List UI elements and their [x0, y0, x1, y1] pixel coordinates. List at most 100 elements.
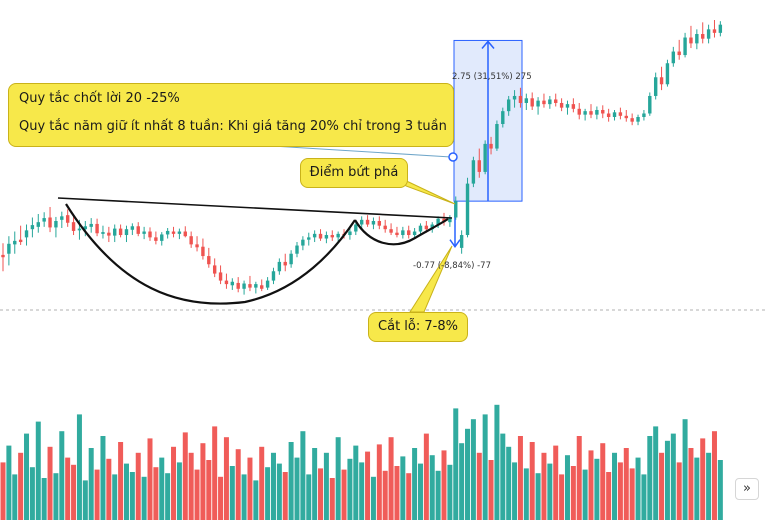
volume-bar: [412, 448, 418, 520]
candles: [1, 20, 723, 295]
measure-up-label: 2.75 (31,51%) 275: [452, 72, 532, 82]
candle-body: [501, 111, 505, 125]
candle-body: [642, 113, 646, 117]
candle-body: [718, 24, 723, 33]
candle-body: [283, 261, 287, 266]
candle-body: [1, 254, 5, 258]
volume-bar: [382, 470, 388, 520]
volume-bar: [717, 460, 723, 520]
volume-bar: [453, 408, 459, 520]
volume-bar: [218, 476, 224, 520]
candle-body: [348, 231, 352, 236]
breakout-annotation[interactable]: Điểm bứt phá: [300, 158, 408, 188]
volume-bar: [88, 448, 94, 520]
candle-body: [118, 228, 123, 236]
rules-annotation[interactable]: Quy tắc chốt lời 20 -25% Quy tắc năm giữ…: [8, 83, 454, 147]
volume-bar: [694, 457, 700, 520]
volume-bar: [129, 472, 135, 520]
volume-bar: [259, 446, 265, 520]
candle-body: [165, 230, 170, 235]
candle-body: [401, 230, 405, 236]
volume-bar: [200, 443, 206, 520]
volume-bar: [612, 452, 618, 520]
volume-bar: [576, 436, 582, 520]
volume-bar: [306, 474, 312, 520]
resistance-line: [57, 197, 453, 219]
scroll-to-realtime-button[interactable]: »: [735, 478, 759, 500]
volume-bar: [606, 472, 612, 520]
candle-body: [554, 99, 558, 103]
volume-bar: [41, 478, 47, 520]
volume-bar: [635, 457, 641, 520]
candle-body: [277, 261, 282, 272]
candle-body: [336, 233, 340, 238]
candle-body: [706, 29, 711, 39]
candle-body: [612, 112, 617, 117]
volume-bar: [59, 431, 65, 520]
candle-body: [30, 225, 35, 230]
candle-body: [54, 221, 58, 228]
candle-body: [389, 229, 393, 233]
volume-bar: [329, 478, 335, 520]
candle-body: [224, 280, 229, 285]
candle-body: [207, 256, 211, 265]
candle-body: [454, 201, 458, 218]
volume-bar: [417, 463, 423, 520]
volume-bar: [447, 464, 453, 520]
candle-body: [683, 37, 687, 56]
candle-body: [254, 284, 258, 288]
volume-bar: [647, 436, 653, 520]
candle-body: [677, 51, 681, 56]
stop-loss-pointer: [409, 245, 453, 313]
volume-bar: [641, 474, 647, 520]
candle-body: [307, 237, 311, 240]
volume-bar: [112, 474, 118, 520]
volume-bar: [153, 467, 159, 520]
rule-take-profit: Quy tắc chốt lời 20 -25%: [19, 91, 180, 106]
candle-body: [671, 51, 676, 64]
volume-bar: [300, 431, 306, 520]
candle-body: [142, 231, 146, 234]
volume-bar: [570, 466, 576, 520]
volume-bar: [541, 452, 547, 520]
volume-bar: [100, 436, 106, 520]
candle-body: [577, 108, 581, 115]
volume-bar: [700, 438, 706, 520]
volume-bar: [135, 452, 141, 520]
volume-bar: [294, 457, 300, 520]
candle-body: [7, 243, 11, 254]
volume-bar: [206, 460, 212, 520]
volume-bar: [594, 458, 600, 520]
volume-bar: [535, 473, 541, 520]
candle-body: [48, 217, 52, 228]
candle-body: [648, 95, 652, 114]
candle-body: [571, 104, 576, 109]
price-measure-tool[interactable]: [449, 39, 523, 249]
volume-bar: [18, 452, 24, 520]
candle-body: [130, 226, 135, 230]
candle-body: [189, 236, 193, 245]
candle-body: [407, 230, 411, 236]
candle-body: [65, 215, 70, 223]
volume-bar: [617, 462, 623, 520]
volume-bar: [482, 414, 488, 520]
volume-bar: [223, 437, 229, 520]
candle-body: [60, 216, 64, 220]
candle-body: [489, 143, 493, 149]
volume-bar: [94, 469, 100, 520]
candle-body: [301, 239, 305, 246]
volume-bar: [506, 446, 512, 520]
volume-bar: [470, 419, 476, 520]
volume-bar: [711, 431, 717, 520]
stop-loss-annotation[interactable]: Cắt lỗ: 7-8%: [368, 312, 468, 342]
volume-bar: [106, 458, 112, 520]
candle-body: [24, 230, 29, 238]
volume-bar: [270, 452, 276, 520]
volume-bar: [53, 473, 59, 520]
candle-body: [154, 237, 158, 241]
volume-bar: [365, 451, 371, 520]
candle-body: [383, 225, 387, 230]
volume-bar: [512, 462, 518, 520]
